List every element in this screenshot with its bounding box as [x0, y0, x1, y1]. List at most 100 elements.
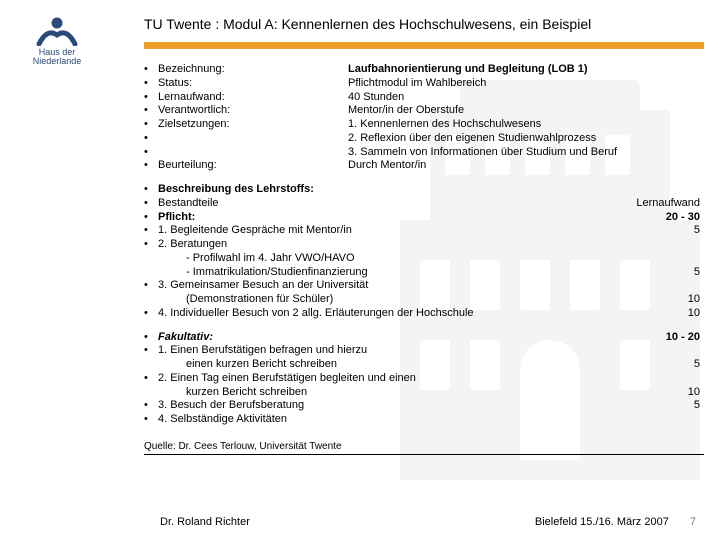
item-text: 3. Gemeinsamer Besuch an der Universität: [158, 279, 630, 293]
logo: Haus der Niederlande: [18, 14, 96, 67]
item-hours: 10 - 20: [630, 331, 700, 345]
list-item: kurzen Bericht schreiben10: [144, 386, 700, 400]
bullet: •: [144, 132, 158, 146]
bullet: •: [144, 104, 158, 118]
item-text: Beschreibung des Lehrstoffs:: [158, 183, 630, 197]
page-number: 7: [690, 516, 696, 528]
source-line: Quelle: Dr. Cees Terlouw, Universität Tw…: [144, 441, 700, 452]
divider: [144, 454, 704, 455]
meta-value: Pflichtmodul im Wahlbereich: [348, 77, 700, 91]
meta-label: Bezeichnung:: [158, 63, 348, 77]
meta-row: •Bezeichnung:Laufbahnorientierung und Be…: [144, 63, 700, 77]
meta-row: •Verantwortlich:Mentor/in der Oberstufe: [144, 104, 700, 118]
bullet: •: [144, 118, 158, 132]
item-text: einen kurzen Bericht schreiben: [158, 358, 630, 372]
item-text: 2. Beratungen: [158, 238, 630, 252]
list-item: (Demonstrationen für Schüler)10: [144, 293, 700, 307]
meta-row: •Zielsetzungen:1. Kennenlernen des Hochs…: [144, 118, 700, 132]
accent-bar: [144, 42, 704, 49]
bullet: •: [144, 413, 158, 427]
meta-value: Durch Mentor/in: [348, 159, 700, 173]
bullet: •: [144, 211, 158, 225]
meta-value: 2. Reflexion über den eigenen Studienwah…: [348, 132, 700, 146]
meta-label: Verantwortlich:: [158, 104, 348, 118]
meta-row: •Beurteilung:Durch Mentor/in: [144, 159, 700, 173]
list-item: •1. Begleitende Gespräche mit Mentor/in5: [144, 224, 700, 238]
list-item: •Pflicht:20 - 30: [144, 211, 700, 225]
item-hours: 5: [630, 266, 700, 280]
list-item: •1. Einen Berufstätigen befragen und hie…: [144, 344, 700, 358]
meta-label: Beurteilung:: [158, 159, 348, 173]
list-item: •4. Individueller Besuch von 2 allg. Erl…: [144, 307, 700, 321]
item-text: Fakultativ:: [158, 331, 630, 345]
bullet: •: [144, 197, 158, 211]
bullet: •: [144, 77, 158, 91]
footer: Dr. Roland Richter Bielefeld 15./16. Mär…: [0, 516, 720, 528]
meta-label: Lernaufwand:: [158, 91, 348, 105]
list-item: •2. Einen Tag einen Berufstätigen beglei…: [144, 372, 700, 386]
item-text: 2. Einen Tag einen Berufstätigen begleit…: [158, 372, 630, 386]
item-hours: 5: [630, 399, 700, 413]
item-text: 4. Individueller Besuch von 2 allg. Erlä…: [158, 307, 630, 321]
meta-row: • 2. Reflexion über den eigenen Studienwa…: [144, 132, 700, 146]
item-hours: 20 - 30: [630, 211, 700, 225]
item-text: 4. Selbständige Aktivitäten: [158, 413, 630, 427]
logo-text-2: Niederlande: [18, 57, 96, 66]
meta-value: 1. Kennenlernen des Hochschulwesens: [348, 118, 700, 132]
item-hours: 10: [630, 307, 700, 321]
meta-row: •Lernaufwand:40 Stunden: [144, 91, 700, 105]
page-title: TU Twente : Modul A: Kennenlernen des Ho…: [144, 16, 700, 32]
list-item: •3. Gemeinsamer Besuch an der Universitä…: [144, 279, 700, 293]
bullet: •: [144, 399, 158, 413]
item-text: - Immatrikulation/Studienfinanzierung: [158, 266, 630, 280]
meta-table: •Bezeichnung:Laufbahnorientierung und Be…: [144, 63, 700, 173]
item-text: Pflicht:: [158, 211, 630, 225]
meta-label: Zielsetzungen:: [158, 118, 348, 132]
meta-value: 3. Sammeln von Informationen über Studiu…: [348, 146, 700, 160]
meta-value: Mentor/in der Oberstufe: [348, 104, 700, 118]
bullet: •: [144, 63, 158, 77]
list-item: einen kurzen Bericht schreiben5: [144, 358, 700, 372]
footer-event: Bielefeld 15./16. März 2007: [535, 516, 669, 528]
meta-label: Status:: [158, 77, 348, 91]
bullet: •: [144, 372, 158, 386]
list-item: •Beschreibung des Lehrstoffs:: [144, 183, 700, 197]
meta-row: • 3. Sammeln von Informationen über Studi…: [144, 146, 700, 160]
meta-row: •Status:Pflichtmodul im Wahlbereich: [144, 77, 700, 91]
list-item: •Fakultativ:10 - 20: [144, 331, 700, 345]
meta-value: 40 Stunden: [348, 91, 700, 105]
bullet: •: [144, 224, 158, 238]
bullet: •: [144, 146, 158, 160]
bullet: •: [144, 344, 158, 358]
curriculum-block: •Beschreibung des Lehrstoffs:•Bestandtei…: [144, 183, 700, 321]
list-item: •BestandteileLernaufwand: [144, 197, 700, 211]
list-item: •4. Selbständige Aktivitäten: [144, 413, 700, 427]
item-text: Bestandteile: [158, 197, 630, 211]
list-item: - Immatrikulation/Studienfinanzierung5: [144, 266, 700, 280]
item-hours: 10: [630, 293, 700, 307]
bullet: •: [144, 279, 158, 293]
bullet: •: [144, 238, 158, 252]
item-text: 1. Begleitende Gespräche mit Mentor/in: [158, 224, 630, 238]
bullet: •: [144, 183, 158, 197]
footer-author: Dr. Roland Richter: [160, 516, 250, 528]
logo-icon: [35, 14, 79, 46]
item-text: - Profilwahl im 4. Jahr VWO/HAVO: [158, 252, 630, 266]
item-text: (Demonstrationen für Schüler): [158, 293, 630, 307]
bullet: •: [144, 159, 158, 173]
item-hours: 5: [630, 358, 700, 372]
bullet: •: [144, 91, 158, 105]
bullet: •: [144, 331, 158, 345]
fakultativ-block: •Fakultativ:10 - 20•1. Einen Berufstätig…: [144, 331, 700, 427]
item-text: 1. Einen Berufstätigen befragen und hier…: [158, 344, 630, 358]
item-text: kurzen Bericht schreiben: [158, 386, 630, 400]
list-item: •3. Besuch der Berufsberatung5: [144, 399, 700, 413]
item-text: 3. Besuch der Berufsberatung: [158, 399, 630, 413]
list-item: - Profilwahl im 4. Jahr VWO/HAVO: [144, 252, 700, 266]
item-hours: Lernaufwand: [630, 197, 700, 211]
item-hours: 5: [630, 224, 700, 238]
bullet: •: [144, 307, 158, 321]
item-hours: 10: [630, 386, 700, 400]
list-item: •2. Beratungen: [144, 238, 700, 252]
meta-value: Laufbahnorientierung und Begleitung (LOB…: [348, 63, 700, 77]
